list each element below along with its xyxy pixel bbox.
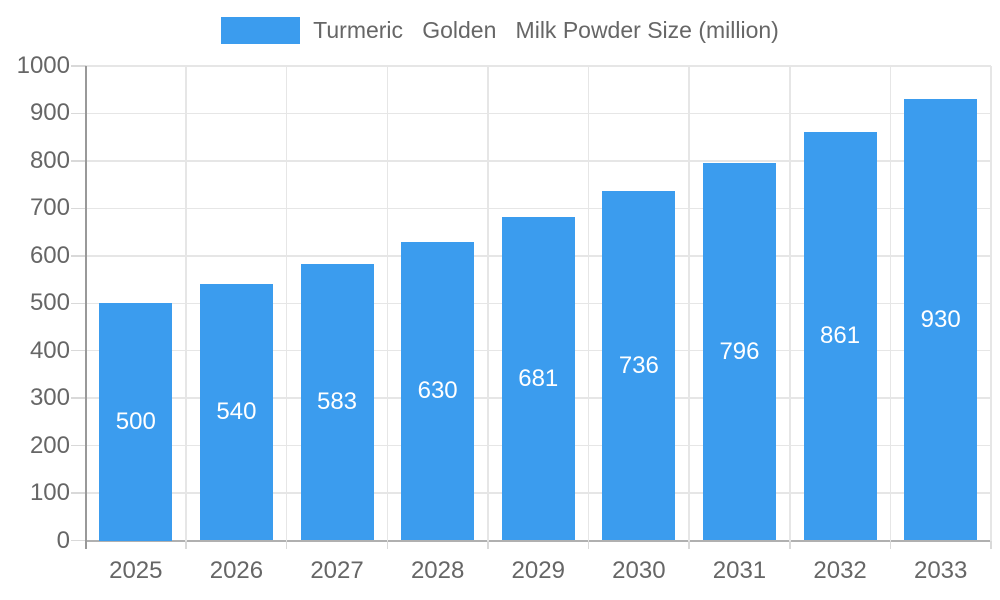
x-gridline [285,66,288,541]
y-tick-mark [71,160,86,162]
legend-swatch [221,16,301,44]
bar[interactable]: 500 [99,303,173,541]
y-gridline [85,160,991,162]
x-gridline [789,66,791,541]
x-gridline [185,66,187,541]
x-axis-tick-label: 2029 [511,557,565,584]
bar-value-label: 930 [920,305,961,333]
y-tick-mark [71,444,86,447]
y-axis-line [84,66,87,549]
bar-value-label: 796 [719,337,760,365]
bar[interactable]: 583 [300,263,374,541]
y-axis-tick-label: 500 [29,289,70,317]
x-axis-baseline [85,539,991,542]
bar-value-label: 500 [115,407,156,435]
y-axis-tick-label: 600 [29,241,70,269]
y-axis-tick-label: 700 [29,194,70,222]
x-tick-mark [889,540,892,549]
y-axis-tick-label: 200 [29,431,70,459]
bar[interactable]: 540 [199,284,273,541]
legend-label: Turmeric Golden Milk Powder Size (millio… [313,16,779,43]
y-axis-tick-label: 800 [29,146,70,174]
bar[interactable]: 630 [401,241,475,541]
y-axis-tick-label: 1000 [16,52,70,79]
x-tick-mark [386,540,389,549]
x-gridline [990,66,992,541]
bar-value-label: 861 [820,322,861,350]
x-axis-tick-label: 2030 [612,557,666,584]
x-tick-mark [789,540,791,549]
y-gridline [85,207,991,210]
x-axis-tick-label: 2026 [209,557,264,584]
bar[interactable]: 796 [702,162,776,541]
y-tick-mark [71,539,86,542]
bar-value-label: 540 [216,398,257,426]
y-tick-mark [71,65,86,67]
bar-value-label: 681 [518,364,559,392]
y-tick-mark [71,112,86,115]
x-axis-tick-label: 2028 [410,557,465,584]
x-gridline [487,66,489,541]
x-tick-mark [990,540,992,549]
y-tick-mark [71,492,86,494]
y-axis-tick-label: 100 [29,479,70,507]
y-gridline [85,112,991,115]
x-axis-tick-label: 2033 [913,557,968,584]
y-tick-mark [71,207,86,210]
x-gridline [587,66,590,541]
x-gridline [688,66,690,541]
x-tick-mark [587,540,590,549]
bar-value-label: 583 [316,388,358,416]
bar-value-label: 630 [417,377,458,405]
legend[interactable]: Turmeric Golden Milk Powder Size (millio… [0,14,1000,46]
y-axis-tick-label: 900 [29,99,70,127]
x-axis-tick-label: 2031 [712,557,767,584]
y-tick-mark [71,255,86,257]
y-tick-mark [71,302,86,304]
bar[interactable]: 930 [904,99,978,541]
x-axis-tick-label: 2027 [310,557,364,584]
bar[interactable]: 861 [803,131,877,541]
y-tick-mark [71,349,86,352]
x-tick-mark [487,540,489,549]
y-tick-mark [71,397,86,399]
x-tick-mark [688,540,690,549]
x-gridline [889,66,892,541]
x-axis-tick-label: 2025 [109,557,163,584]
bar-value-label: 736 [618,351,659,379]
y-axis-tick-label: 300 [29,384,70,412]
x-tick-mark [185,540,187,549]
bar[interactable]: 681 [501,217,575,541]
x-tick-mark [285,540,288,549]
x-gridline [386,66,389,541]
y-axis-tick-label: 400 [29,336,70,364]
y-gridline [85,65,991,67]
x-axis-tick-label: 2032 [813,557,867,584]
bar[interactable]: 736 [602,191,676,541]
y-axis-tick-label: 0 [56,526,70,554]
